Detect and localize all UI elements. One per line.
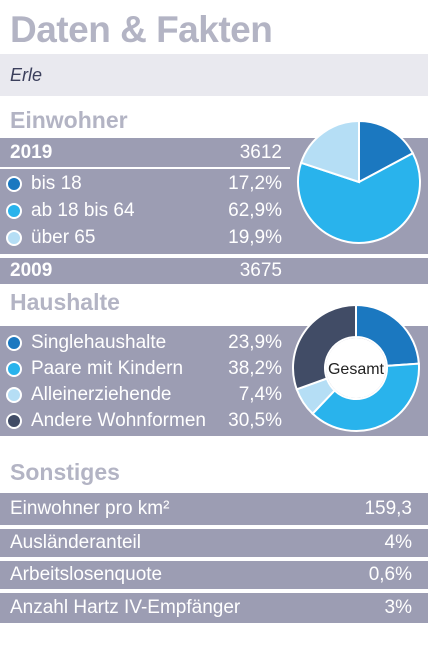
year-2009-label: 2009 [10, 260, 53, 281]
year-2009-value: 3675 [239, 260, 282, 281]
legend-value-allein: 7,4% [238, 384, 282, 405]
legend-label-ueber-65: über 65 [31, 227, 96, 248]
legend-dot-bis-18 [6, 176, 22, 192]
subtitle-bar [0, 54, 428, 96]
pie-slice-ber-65 [299, 119, 360, 184]
legend-value-andere: 30,5% [228, 410, 282, 431]
donut-slice-andere-wohnformen [292, 303, 357, 391]
einwohner-pie-chart [297, 119, 421, 244]
legend-label-bis-18: bis 18 [31, 173, 82, 194]
stat-value-auslaender: 4% [384, 532, 412, 553]
stat-label-dichte: Einwohner pro km² [10, 498, 170, 519]
stat-value-arbeitslos: 0,6% [368, 564, 412, 585]
legend-value-18-64: 62,9% [228, 200, 282, 221]
legend-dot-paare [6, 361, 22, 377]
stat-row [0, 593, 428, 623]
legend-value-paare: 38,2% [228, 358, 282, 379]
haushalte-donut-chart: Gesamt [292, 303, 420, 432]
legend-label-allein: Alleinerziehende [31, 384, 172, 405]
stat-label-arbeitslos: Arbeitslosenquote [10, 564, 163, 585]
legend-label-single: Singlehaushalte [31, 332, 167, 353]
donut-center-label: Gesamt [328, 361, 385, 378]
einwohner-heading: Einwohner [10, 107, 128, 133]
stat-row [0, 561, 428, 589]
pie-slice-ab-18-bis-64 [297, 151, 421, 244]
location-name: Erle [10, 65, 43, 85]
haushalte-heading: Haushalte [10, 289, 120, 315]
pie-slice-bis-18 [358, 119, 415, 184]
page-title: Daten & Fakten [10, 9, 273, 50]
stat-label-auslaender: Ausländeranteil [10, 532, 141, 553]
stat-row [0, 529, 428, 557]
donut-hole [326, 338, 386, 398]
legend-dot-single [6, 335, 22, 351]
legend-dot-18-64 [6, 203, 22, 219]
stat-value-dichte: 159,3 [364, 498, 412, 519]
stat-row [0, 493, 428, 525]
legend-dot-ueber-65 [6, 230, 22, 246]
sonstiges-heading: Sonstiges [10, 459, 120, 485]
legend-label-andere: Andere Wohnformen [31, 410, 206, 431]
year-2019-label: 2019 [10, 142, 53, 163]
legend-value-single: 23,9% [228, 332, 282, 353]
legend-label-paare: Paare mit Kindern [31, 358, 184, 379]
legend-dot-andere [6, 413, 22, 429]
year-2019-value: 3612 [239, 142, 282, 163]
einwohner-2009-panel [0, 258, 428, 284]
stat-value-hartz: 3% [384, 597, 412, 618]
legend-value-bis-18: 17,2% [228, 173, 282, 194]
donut-slice-paare-mit-kindern [311, 362, 420, 432]
legend-label-18-64: ab 18 bis 64 [31, 200, 135, 221]
separator [0, 167, 290, 169]
legend-value-ueber-65: 19,9% [228, 227, 282, 248]
legend-dot-allein [6, 387, 22, 403]
stat-label-hartz: Anzahl Hartz IV-Empfänger [10, 597, 241, 618]
